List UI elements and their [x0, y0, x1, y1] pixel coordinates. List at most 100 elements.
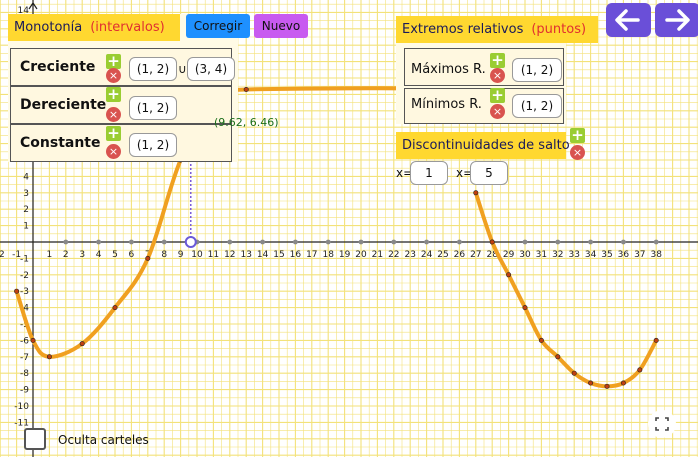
curve-point — [489, 239, 495, 245]
extremos-title: Extremos relativos — [402, 22, 524, 37]
minimos-value[interactable]: (1, 2) — [512, 94, 562, 118]
x-tick-label: 35 — [601, 250, 612, 260]
curve-point — [46, 354, 52, 360]
oculta-carteles-checkbox[interactable] — [24, 428, 46, 450]
monotonia-title: Monotonía — [14, 20, 83, 35]
curve-point — [522, 305, 528, 311]
curve-point — [506, 272, 512, 278]
x-tick-marker — [358, 239, 364, 245]
constante-interval-1[interactable]: (1, 2) — [129, 133, 177, 157]
x-tick-label: 23 — [404, 250, 415, 260]
add-minimo-icon[interactable]: + — [490, 86, 505, 104]
x-tick-label: 13 — [240, 250, 251, 260]
discontinuidades-header: Discontinuidades de salto — [396, 132, 570, 159]
curve-point — [555, 354, 561, 360]
add-discontinuidad-icon[interactable]: + — [570, 126, 585, 144]
x-tick-label: 21 — [372, 250, 383, 260]
creciente-interval-2[interactable]: (3, 4) — [187, 57, 235, 81]
dereciente-label: Dereciente — [20, 97, 107, 113]
x-tick-label: 24 — [421, 250, 433, 260]
x-tick-label: 36 — [618, 250, 630, 260]
x-tick-marker — [391, 239, 397, 245]
x-tick-marker — [161, 239, 167, 245]
fullscreen-icon — [655, 417, 669, 431]
curve-point — [14, 288, 20, 294]
fullscreen-button[interactable] — [648, 410, 676, 438]
remove-maximo-icon[interactable]: × — [490, 68, 505, 83]
maximos-label: Máximos R. — [411, 62, 486, 77]
y-tick-label: 3 — [23, 189, 29, 199]
x-tick-label: 28 — [486, 250, 498, 260]
y-tick-label: 4 — [23, 172, 29, 182]
remove-discontinuidad-icon[interactable]: × — [570, 145, 585, 160]
x-tick-marker — [522, 239, 528, 245]
x-tick-label: 6 — [129, 250, 135, 260]
y-tick-label: -6 — [20, 336, 29, 346]
x-tick-marker — [457, 239, 462, 245]
back-button[interactable] — [606, 3, 651, 37]
maximos-value[interactable]: (1, 2) — [512, 58, 562, 82]
x-tick-label: 26 — [454, 250, 466, 260]
y-tick-label: -9 — [20, 386, 29, 396]
x-tick-label: 38 — [650, 250, 662, 260]
x-tick-marker — [621, 239, 626, 245]
add-maximo-icon[interactable]: + — [490, 51, 505, 69]
x-tick-label: -1 — [12, 250, 21, 260]
corregir-button[interactable]: Corregir — [186, 14, 250, 38]
x-tick-marker — [227, 239, 233, 245]
curve-point — [145, 255, 151, 261]
y-tick-label: -4 — [20, 304, 29, 314]
dereciente-interval-1[interactable]: (1, 2) — [129, 96, 177, 120]
discontinuidades-title: Discontinuidades de salto — [402, 138, 570, 153]
discontinuidad-value-1[interactable]: 1 — [410, 161, 448, 185]
x-slider-point[interactable] — [184, 236, 197, 248]
x-tick-label: 17 — [306, 250, 317, 260]
creciente-interval-1[interactable]: (1, 2) — [129, 57, 177, 81]
y-tick-label: -10 — [14, 402, 29, 412]
monotonia-header: Monotonía (intervalos) — [8, 14, 180, 41]
x-tick-label: 32 — [552, 250, 563, 260]
x-tick-marker — [293, 239, 298, 245]
x-tick-label: 25 — [437, 250, 448, 260]
curve-point — [473, 190, 479, 196]
add-constante-icon[interactable]: + — [106, 124, 121, 142]
remove-creciente-icon[interactable]: × — [106, 68, 121, 83]
x-tick-label: -2 — [0, 250, 5, 260]
y-tick-label: -2 — [20, 271, 29, 281]
x-tick-marker — [96, 239, 101, 245]
x-tick-marker — [653, 239, 659, 245]
x-tick-label: 3 — [79, 250, 85, 260]
y-tick-label: -11 — [14, 418, 29, 428]
curve-point — [637, 367, 643, 373]
x-label-1: x= — [396, 166, 414, 180]
x-tick-label: 27 — [470, 250, 481, 260]
minimos-label: Mínimos R. — [411, 97, 482, 112]
x-tick-label: 2 — [63, 250, 69, 260]
x-tick-label: 20 — [355, 250, 367, 260]
creciente-label: Creciente — [20, 59, 96, 75]
remove-constante-icon[interactable]: × — [106, 144, 121, 159]
add-creciente-icon[interactable]: + — [106, 52, 121, 70]
x-tick-label: 29 — [503, 250, 515, 260]
x-tick-label: 1 — [47, 250, 53, 260]
x-tick-marker — [424, 239, 429, 245]
y-tick-label: 2 — [23, 205, 29, 215]
constante-label: Constante — [20, 135, 101, 151]
x-tick-marker — [260, 239, 265, 245]
remove-dereciente-icon[interactable]: × — [106, 107, 121, 122]
curve-point — [30, 337, 36, 343]
curve-point — [571, 370, 577, 376]
union-symbol: ∪ — [178, 62, 187, 76]
x-tick-marker — [588, 239, 593, 245]
curve-point — [604, 383, 610, 389]
forward-button[interactable] — [655, 3, 698, 37]
add-dereciente-icon[interactable]: + — [106, 85, 121, 103]
y-tick-label: -7 — [20, 353, 29, 363]
x-tick-marker — [325, 239, 331, 245]
discontinuidad-value-2[interactable]: 5 — [470, 161, 508, 185]
curve-point — [243, 86, 249, 92]
x-tick-label: 10 — [191, 250, 203, 260]
moving-point-label: (9.62, 6.46) — [214, 116, 279, 129]
nuevo-button[interactable]: Nuevo — [254, 14, 308, 38]
remove-minimo-icon[interactable]: × — [490, 104, 505, 119]
